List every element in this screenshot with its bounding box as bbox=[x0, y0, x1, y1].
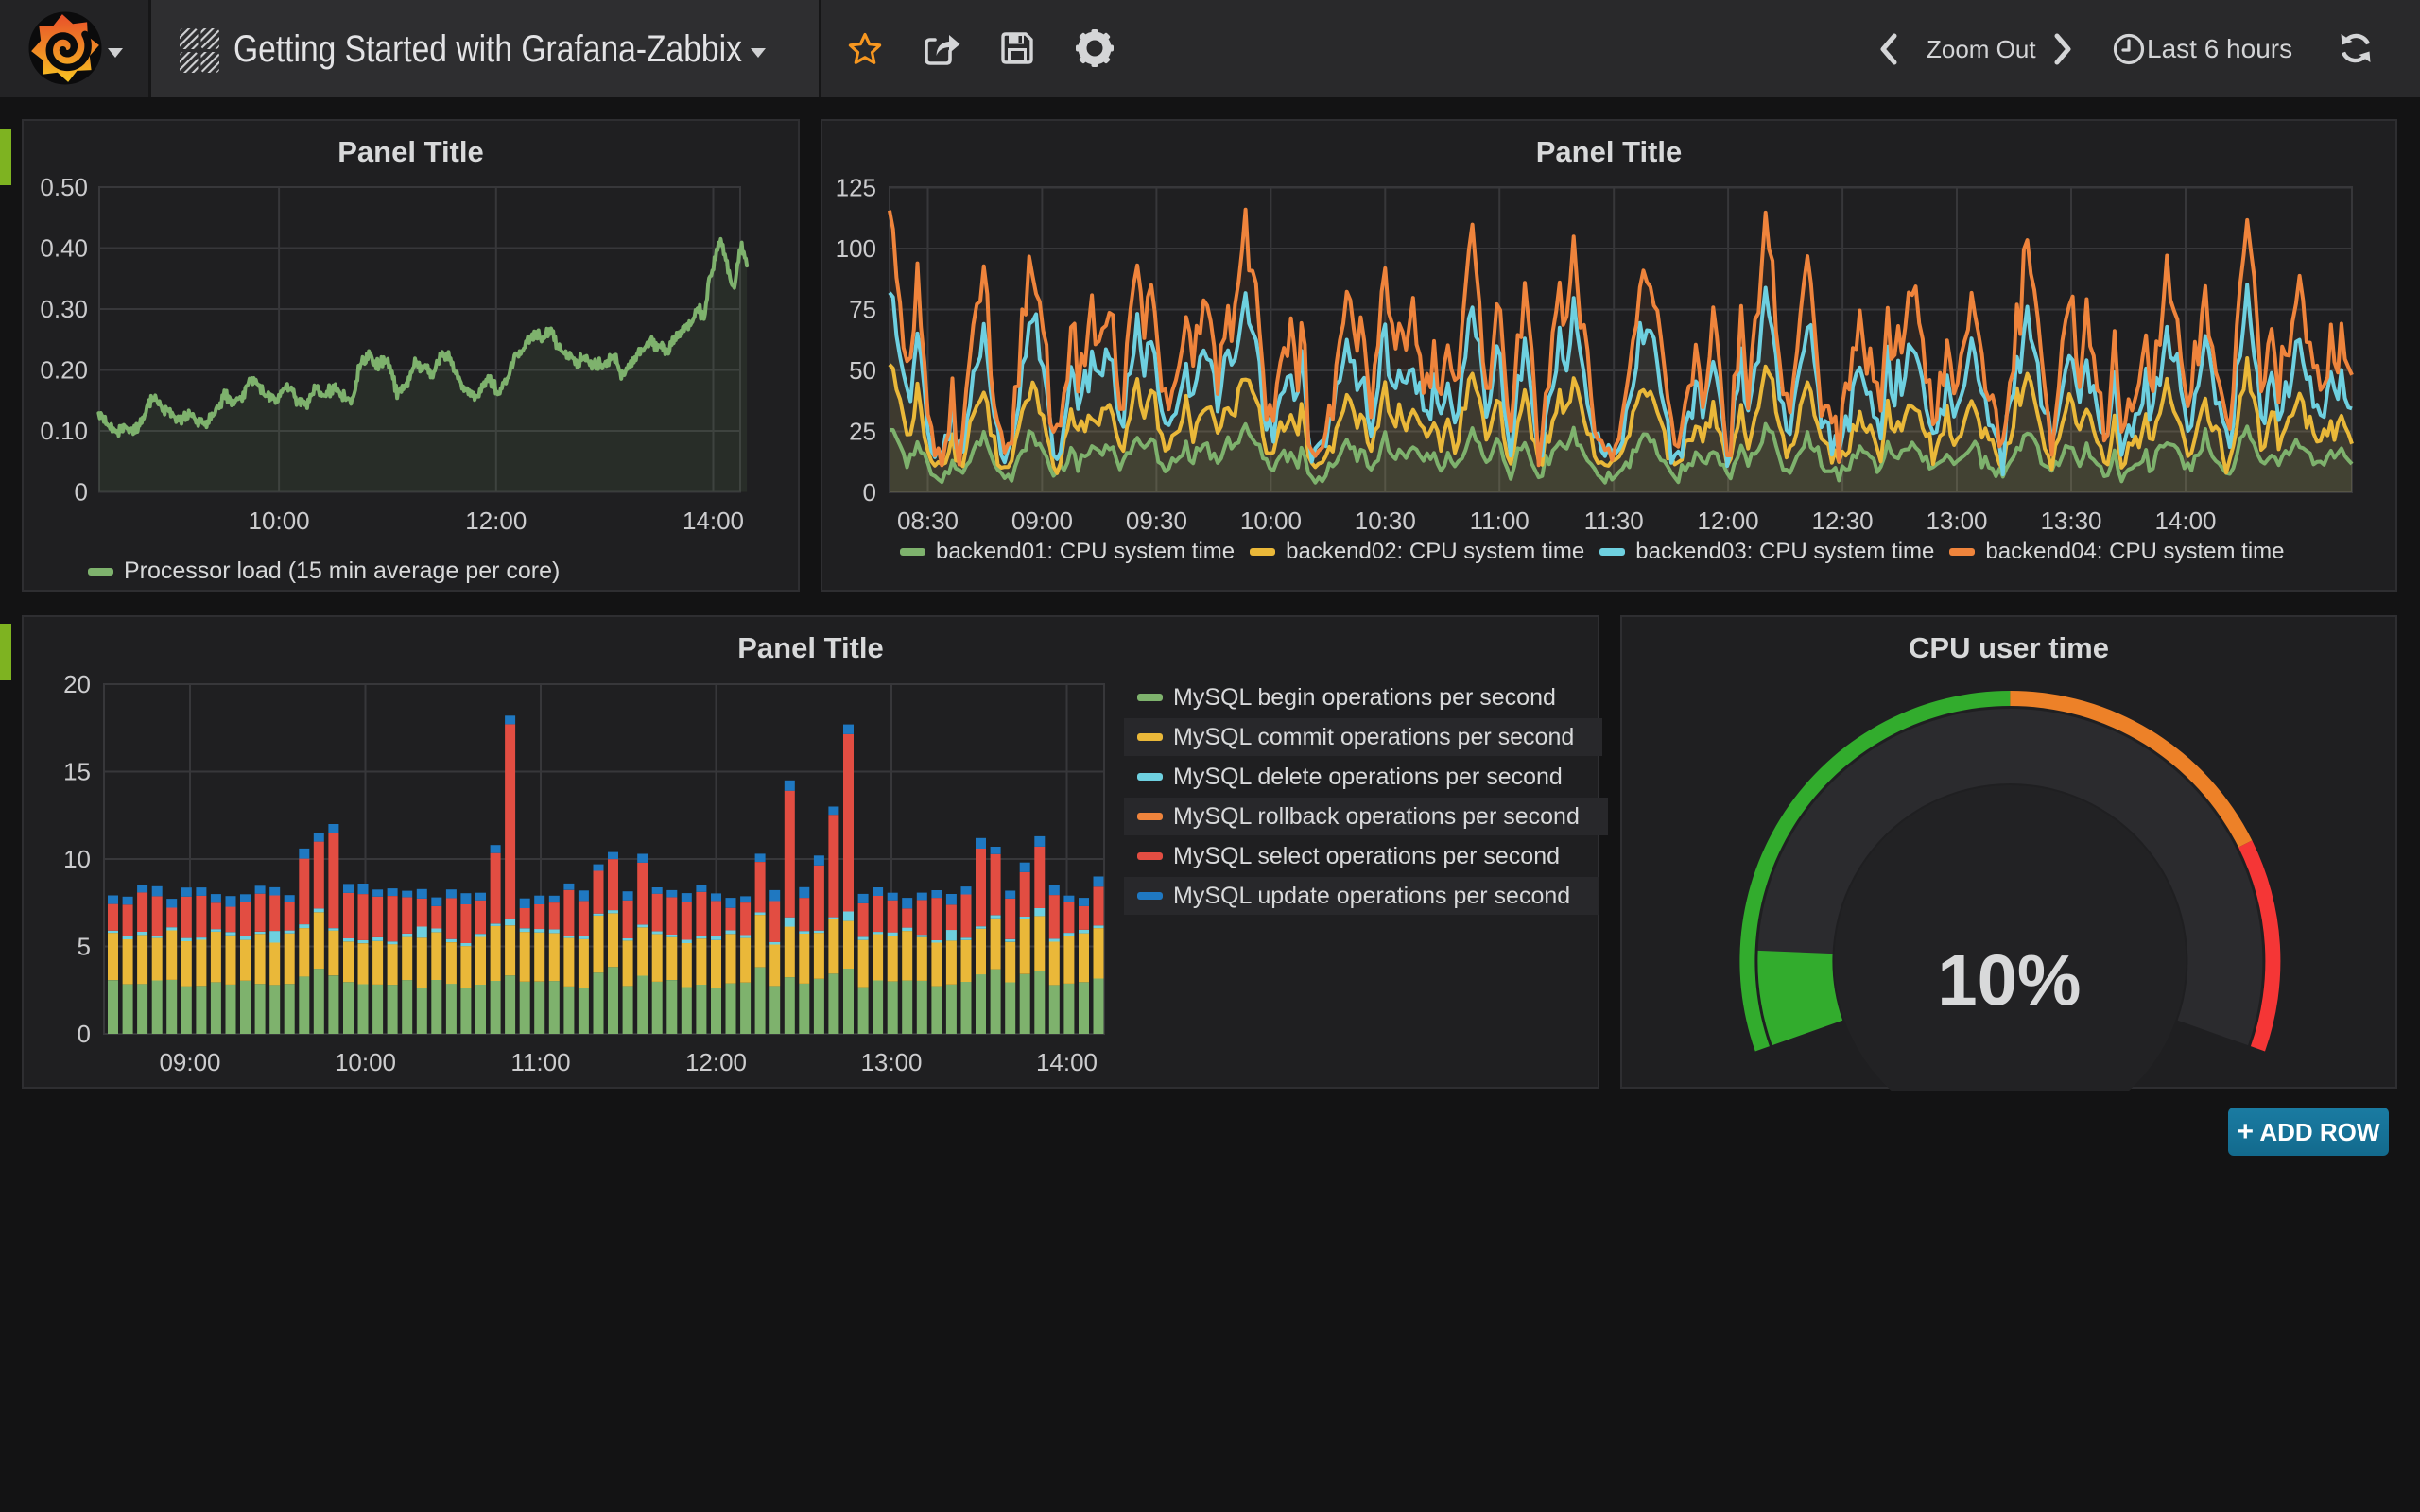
svg-text:0.10: 0.10 bbox=[40, 417, 88, 445]
svg-text:5: 5 bbox=[78, 933, 91, 961]
svg-text:11:30: 11:30 bbox=[1584, 507, 1644, 535]
svg-text:11:00: 11:00 bbox=[1470, 507, 1530, 535]
svg-text:100: 100 bbox=[836, 234, 876, 263]
svg-text:10:00: 10:00 bbox=[249, 507, 310, 535]
svg-text:09:00: 09:00 bbox=[159, 1048, 220, 1076]
svg-text:125: 125 bbox=[836, 174, 876, 202]
svg-text:14:00: 14:00 bbox=[2154, 507, 2216, 535]
svg-text:20: 20 bbox=[63, 670, 91, 698]
svg-text:10: 10 bbox=[63, 845, 91, 873]
svg-text:08:30: 08:30 bbox=[897, 507, 959, 535]
svg-text:10:30: 10:30 bbox=[1355, 507, 1416, 535]
svg-text:10:00: 10:00 bbox=[335, 1048, 396, 1076]
svg-text:09:00: 09:00 bbox=[1011, 507, 1073, 535]
svg-text:10%: 10% bbox=[1937, 941, 2081, 1022]
svg-text:13:00: 13:00 bbox=[860, 1048, 922, 1076]
svg-text:09:30: 09:30 bbox=[1126, 507, 1187, 535]
svg-text:12:00: 12:00 bbox=[1698, 507, 1759, 535]
svg-text:10:00: 10:00 bbox=[1240, 507, 1302, 535]
svg-text:25: 25 bbox=[849, 418, 876, 446]
svg-text:12:30: 12:30 bbox=[1812, 507, 1874, 535]
svg-text:13:00: 13:00 bbox=[1926, 507, 1987, 535]
svg-text:0: 0 bbox=[75, 478, 88, 507]
svg-text:0.40: 0.40 bbox=[40, 234, 88, 263]
svg-text:0.50: 0.50 bbox=[40, 173, 88, 201]
svg-text:50: 50 bbox=[849, 356, 876, 385]
svg-text:14:00: 14:00 bbox=[1036, 1048, 1098, 1076]
svg-text:12:00: 12:00 bbox=[465, 507, 527, 535]
svg-text:12:00: 12:00 bbox=[685, 1048, 747, 1076]
svg-text:14:00: 14:00 bbox=[683, 507, 744, 535]
svg-text:0.30: 0.30 bbox=[40, 295, 88, 323]
svg-text:13:30: 13:30 bbox=[2040, 507, 2101, 535]
svg-text:75: 75 bbox=[849, 296, 876, 324]
svg-text:15: 15 bbox=[63, 758, 91, 786]
svg-text:0: 0 bbox=[863, 478, 876, 507]
svg-text:0: 0 bbox=[78, 1020, 91, 1048]
svg-text:11:00: 11:00 bbox=[510, 1048, 570, 1076]
svg-text:0.20: 0.20 bbox=[40, 356, 88, 385]
